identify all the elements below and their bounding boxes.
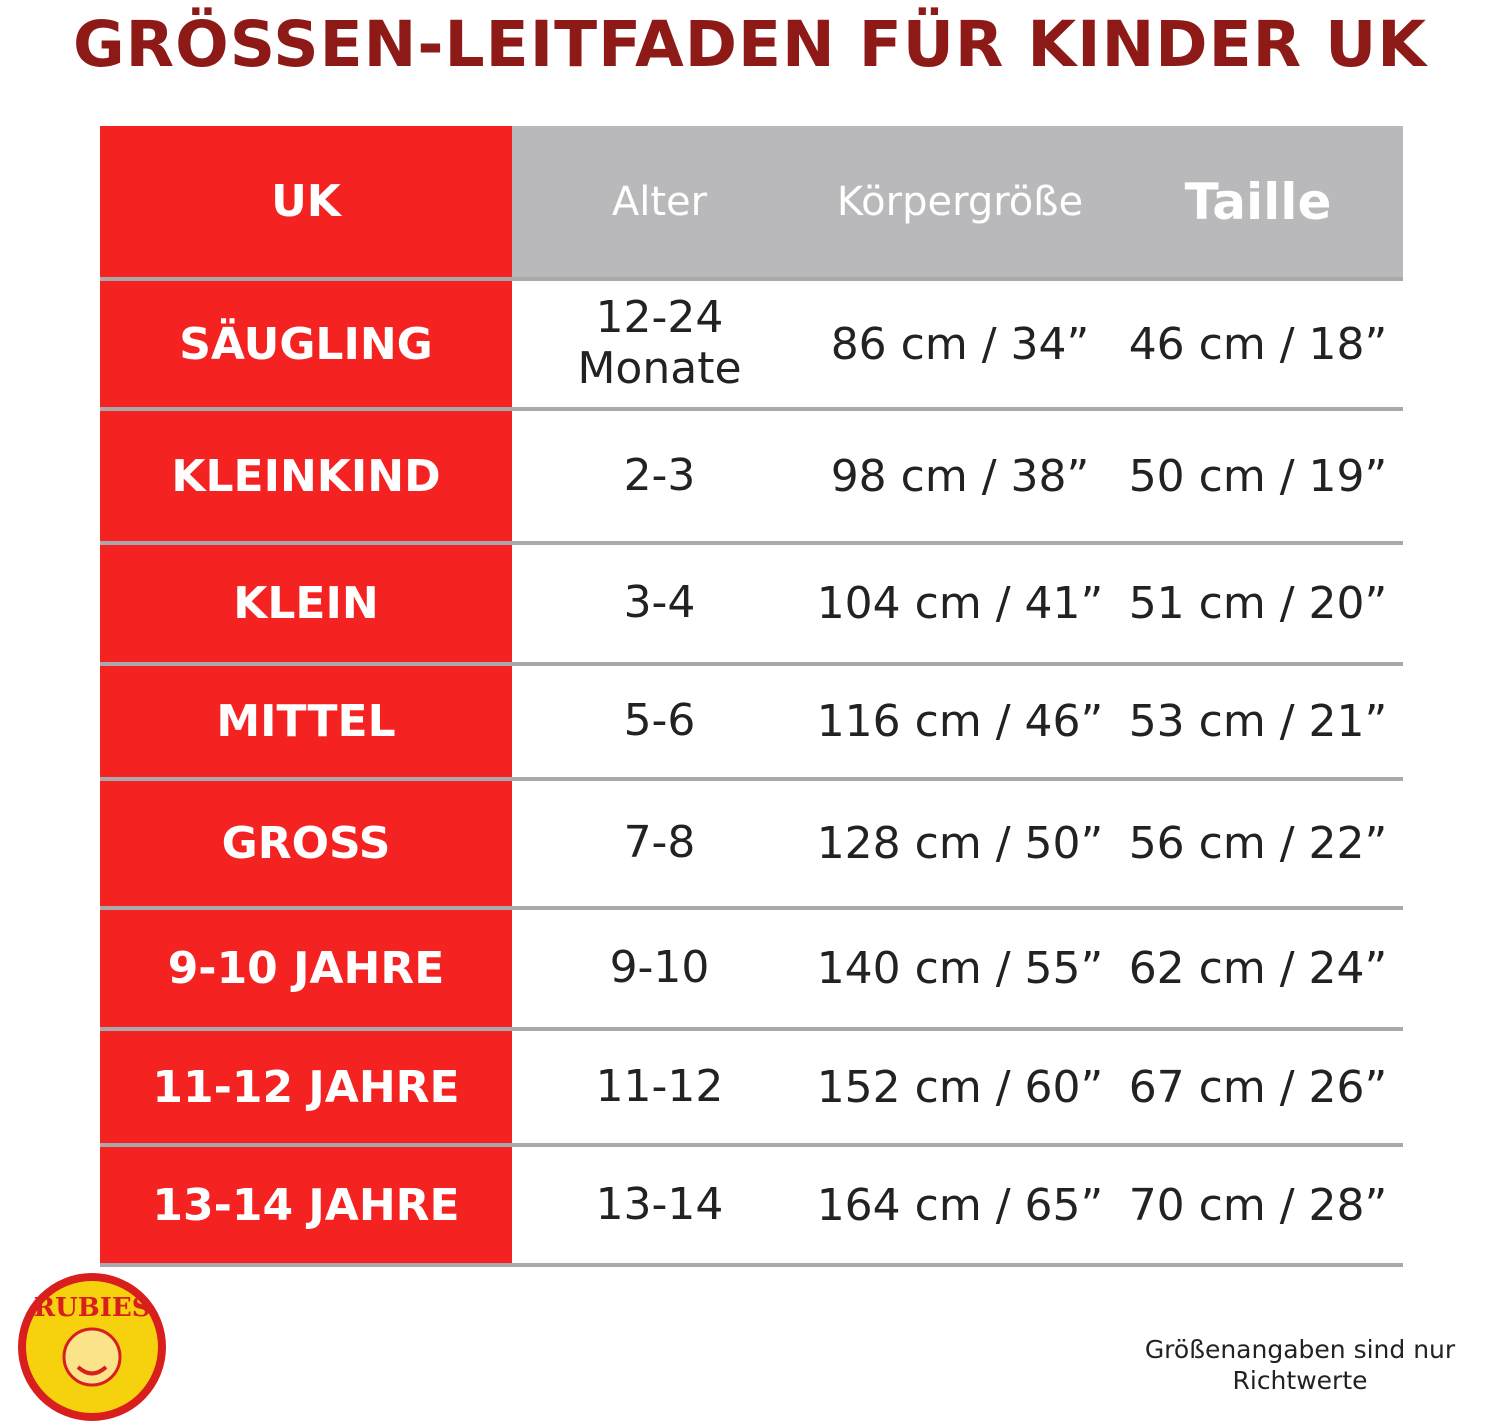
cell-text: 12-24 Monate xyxy=(577,292,742,394)
cell-text: 164 cm / 65” xyxy=(816,1179,1104,1231)
cell-text: 5-6 xyxy=(623,695,696,747)
cell-text: 11-12 xyxy=(595,1060,724,1112)
cell-text: 3-4 xyxy=(623,577,696,629)
cell-text: MITTEL xyxy=(216,696,396,747)
table-cell: 67 cm / 26” xyxy=(1113,1031,1403,1143)
footnote: Größenangaben sind nur Richtwerte xyxy=(1144,1335,1456,1396)
table-cell: 46 cm / 18” xyxy=(1113,281,1403,407)
cell-text: 53 cm / 21” xyxy=(1128,696,1388,747)
size-table: UK Alter Körpergröße Taille SÄUGLING 12-24 Mo… xyxy=(100,126,1403,1267)
size-label: 11-12 JAHRE xyxy=(100,1031,512,1143)
cell-text: 152 cm / 60” xyxy=(816,1061,1104,1113)
cell-text: 11-12 JAHRE xyxy=(152,1061,460,1113)
table-cell: 116 cm / 46” xyxy=(807,666,1113,777)
cell-text: SÄUGLING xyxy=(179,318,433,370)
cell-text: 13-14 JAHRE xyxy=(152,1179,460,1231)
cell-text: 86 cm / 34” xyxy=(830,318,1090,370)
cell-text: 70 cm / 28” xyxy=(1128,1179,1388,1231)
table-cell: 12-24 Monate xyxy=(512,281,807,407)
cell-text: 140 cm / 55” xyxy=(816,943,1104,994)
table-cell: 140 cm / 55” xyxy=(807,910,1113,1027)
size-label: SÄUGLING xyxy=(100,281,512,407)
table-cell: 70 cm / 28” xyxy=(1113,1147,1403,1263)
table-cell: 50 cm / 19” xyxy=(1113,411,1403,541)
table-cell: 104 cm / 41” xyxy=(807,545,1113,662)
header-text: Körpergröße xyxy=(836,178,1084,225)
size-label: KLEIN xyxy=(100,545,512,662)
table-row: MITTEL 5-6 116 cm / 46” 53 cm / 21” xyxy=(100,666,1403,781)
size-label: MITTEL xyxy=(100,666,512,777)
cell-text: 98 cm / 38” xyxy=(830,450,1090,502)
table-cell: 62 cm / 24” xyxy=(1113,910,1403,1027)
table-cell: 152 cm / 60” xyxy=(807,1031,1113,1143)
cell-text: 2-3 xyxy=(623,449,696,501)
header-cell: UK xyxy=(100,126,512,277)
table-cell: 56 cm / 22” xyxy=(1113,781,1403,906)
cell-text: 9-10 JAHRE xyxy=(167,943,445,994)
cell-text: 7-8 xyxy=(623,817,696,869)
table-row: GROSS 7-8 128 cm / 50” 56 cm / 22” xyxy=(100,781,1403,910)
header-text: Alter xyxy=(611,178,708,225)
table-cell: 5-6 xyxy=(512,666,807,777)
cell-text: 62 cm / 24” xyxy=(1128,943,1388,994)
logo-face xyxy=(62,1327,122,1387)
header-cell: Taille xyxy=(1113,126,1403,277)
table-cell: 7-8 xyxy=(512,781,807,906)
header-cell: Körpergröße xyxy=(807,126,1113,277)
table-row: 9-10 JAHRE 9-10 140 cm / 55” 62 cm / 24” xyxy=(100,910,1403,1031)
cell-text: 67 cm / 26” xyxy=(1128,1061,1388,1113)
logo-text: RUBIES xyxy=(33,1293,150,1323)
table-cell: 2-3 xyxy=(512,411,807,541)
cell-text: 46 cm / 18” xyxy=(1128,318,1388,370)
cell-text: 104 cm / 41” xyxy=(816,578,1104,629)
table-cell: 13-14 xyxy=(512,1147,807,1263)
cell-text: 51 cm / 20” xyxy=(1128,578,1388,629)
table-row: SÄUGLING 12-24 Monate 86 cm / 34” 46 cm / 1… xyxy=(100,281,1403,411)
table-cell: 3-4 xyxy=(512,545,807,662)
cell-text: KLEINKIND xyxy=(171,450,441,502)
cell-text: 116 cm / 46” xyxy=(816,696,1104,747)
header-text: Taille xyxy=(1184,172,1332,231)
title: GRÖSSEN-LEITFADEN FÜR KINDER UK xyxy=(72,8,1428,81)
header-cell: Alter xyxy=(512,126,807,277)
table-row: KLEINKIND 2-3 98 cm / 38” 50 cm / 19” xyxy=(100,411,1403,545)
size-label: KLEINKIND xyxy=(100,411,512,541)
cell-text: 128 cm / 50” xyxy=(816,818,1104,869)
header-text: UK xyxy=(271,176,341,227)
size-label: 9-10 JAHRE xyxy=(100,910,512,1027)
table-cell: 128 cm / 50” xyxy=(807,781,1113,906)
cell-text: 9-10 xyxy=(609,942,710,994)
table-cell: 9-10 xyxy=(512,910,807,1027)
table-row: KLEIN 3-4 104 cm / 41” 51 cm / 20” xyxy=(100,545,1403,666)
cell-text: GROSS xyxy=(221,818,391,869)
cell-text: KLEIN xyxy=(233,578,379,629)
size-label: GROSS xyxy=(100,781,512,906)
table-row: 13-14 JAHRE 13-14 164 cm / 65” 70 cm / 28” xyxy=(100,1147,1403,1267)
table-cell: 51 cm / 20” xyxy=(1113,545,1403,662)
cell-text: 56 cm / 22” xyxy=(1128,818,1388,869)
table-cell: 11-12 xyxy=(512,1031,807,1143)
size-label: 13-14 JAHRE xyxy=(100,1147,512,1263)
cell-text: 50 cm / 19” xyxy=(1128,450,1388,502)
table-row: 11-12 JAHRE 11-12 152 cm / 60” 67 cm / 26” xyxy=(100,1031,1403,1147)
cell-text: 13-14 xyxy=(595,1178,724,1230)
logo-smile xyxy=(76,1365,108,1376)
table-cell: 98 cm / 38” xyxy=(807,411,1113,541)
header-row: UK Alter Körpergröße Taille xyxy=(100,126,1403,281)
table-cell: 53 cm / 21” xyxy=(1113,666,1403,777)
table-cell: 86 cm / 34” xyxy=(807,281,1113,407)
table-cell: 164 cm / 65” xyxy=(807,1147,1113,1263)
logo: RUBIES xyxy=(18,1273,166,1421)
